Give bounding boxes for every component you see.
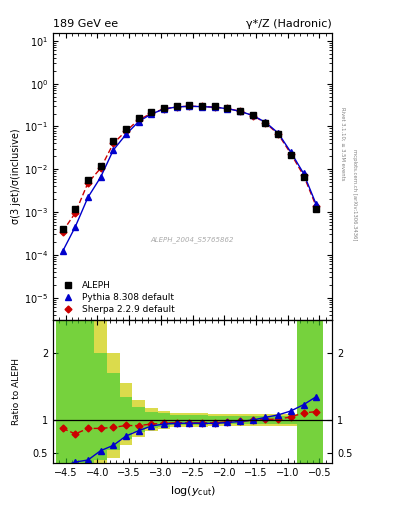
Sherpa 2.2.9 default [162, 106, 166, 112]
ALEPH [301, 174, 306, 180]
Sherpa 2.2.9 default [301, 172, 306, 178]
ALEPH [149, 109, 154, 115]
ALEPH [263, 120, 268, 126]
Sherpa 2.2.9 default [263, 120, 268, 126]
Sherpa 2.2.9 default [238, 108, 242, 114]
Text: Rivet 3.1.10; ≥ 3.5M events: Rivet 3.1.10; ≥ 3.5M events [340, 106, 345, 180]
Pythia 8.308 default [162, 106, 166, 112]
ALEPH [124, 126, 129, 133]
ALEPH [212, 103, 217, 110]
Sherpa 2.2.9 default [124, 128, 129, 134]
Pythia 8.308 default [276, 130, 281, 136]
Pythia 8.308 default [149, 111, 154, 117]
Pythia 8.308 default [301, 170, 306, 177]
Sherpa 2.2.9 default [187, 103, 192, 109]
Pythia 8.308 default [263, 119, 268, 125]
ALEPH [288, 152, 293, 158]
ALEPH [86, 177, 90, 183]
Sherpa 2.2.9 default [86, 180, 90, 186]
Pythia 8.308 default [174, 104, 179, 110]
ALEPH [187, 102, 192, 109]
Pythia 8.308 default [187, 103, 192, 110]
Line: Sherpa 2.2.9 default: Sherpa 2.2.9 default [60, 104, 319, 234]
ALEPH [73, 205, 77, 211]
Sherpa 2.2.9 default [276, 131, 281, 137]
ALEPH [136, 115, 141, 121]
Line: Pythia 8.308 default: Pythia 8.308 default [60, 103, 319, 254]
Y-axis label: σ(3 jet)/σ(inclusive): σ(3 jet)/σ(inclusive) [11, 129, 21, 224]
Sherpa 2.2.9 default [149, 110, 154, 116]
ALEPH [238, 108, 242, 114]
Pythia 8.308 default [124, 132, 129, 138]
Pythia 8.308 default [212, 104, 217, 111]
Text: 189 GeV ee: 189 GeV ee [53, 18, 118, 29]
Sherpa 2.2.9 default [174, 104, 179, 110]
Pythia 8.308 default [111, 147, 116, 153]
Pythia 8.308 default [73, 224, 77, 230]
Pythia 8.308 default [136, 118, 141, 124]
Pythia 8.308 default [60, 248, 65, 254]
ALEPH [314, 205, 319, 211]
Sherpa 2.2.9 default [60, 228, 65, 234]
Sherpa 2.2.9 default [250, 113, 255, 119]
ALEPH [174, 103, 179, 109]
Text: γ*/Z (Hadronic): γ*/Z (Hadronic) [246, 18, 332, 29]
Text: ALEPH_2004_S5765862: ALEPH_2004_S5765862 [151, 237, 234, 243]
ALEPH [250, 113, 255, 119]
Sherpa 2.2.9 default [98, 165, 103, 172]
ALEPH [111, 138, 116, 144]
Text: mcplots.cern.ch [arXiv:1306.3436]: mcplots.cern.ch [arXiv:1306.3436] [352, 149, 357, 240]
X-axis label: $\log(y_{\rm cut})$: $\log(y_{\rm cut})$ [170, 484, 215, 498]
Pythia 8.308 default [288, 149, 293, 155]
Y-axis label: Ratio to ALEPH: Ratio to ALEPH [12, 358, 21, 425]
Pythia 8.308 default [238, 108, 242, 114]
Pythia 8.308 default [225, 105, 230, 112]
Sherpa 2.2.9 default [288, 151, 293, 157]
Pythia 8.308 default [314, 201, 319, 207]
ALEPH [276, 132, 281, 138]
Sherpa 2.2.9 default [73, 210, 77, 216]
Sherpa 2.2.9 default [136, 117, 141, 123]
Sherpa 2.2.9 default [200, 103, 204, 110]
ALEPH [200, 102, 204, 109]
Pythia 8.308 default [250, 113, 255, 119]
Pythia 8.308 default [200, 103, 204, 110]
ALEPH [60, 226, 65, 232]
Sherpa 2.2.9 default [111, 140, 116, 146]
ALEPH [162, 105, 166, 111]
Line: ALEPH: ALEPH [60, 102, 319, 232]
Sherpa 2.2.9 default [225, 105, 230, 112]
ALEPH [225, 105, 230, 111]
Sherpa 2.2.9 default [314, 203, 319, 209]
Pythia 8.308 default [98, 174, 103, 180]
Sherpa 2.2.9 default [212, 104, 217, 110]
ALEPH [98, 163, 103, 169]
Legend: ALEPH, Pythia 8.308 default, Sherpa 2.2.9 default: ALEPH, Pythia 8.308 default, Sherpa 2.2.… [57, 280, 176, 315]
Pythia 8.308 default [86, 194, 90, 200]
